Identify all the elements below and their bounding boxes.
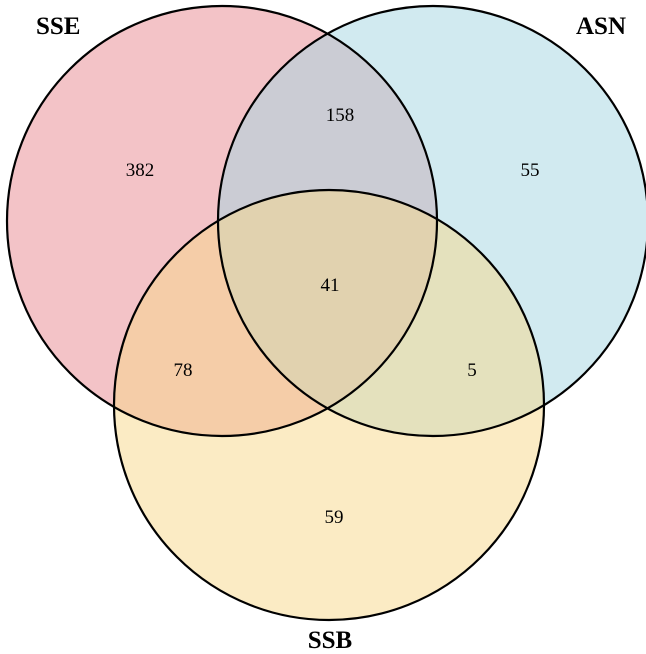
region-sse-asn-count: 158: [326, 105, 355, 126]
ssb-set-outline: [112, 188, 546, 622]
region-asn-only-count: 55: [521, 160, 540, 181]
ssb-set-label: SSB: [308, 627, 352, 654]
region-sse-only-count: 382: [126, 160, 155, 181]
region-sse-ssb-count: 78: [174, 360, 193, 381]
sse-set-label: SSE: [36, 13, 80, 40]
region-ssb-only-count: 59: [325, 507, 344, 528]
asn-set-label: ASN: [576, 13, 626, 40]
sse-set-outline: [5, 4, 439, 438]
region-all-three-count: 41: [321, 275, 340, 296]
region-asn-ssb-count: 5: [467, 360, 477, 381]
ssb-set-fill: [114, 190, 544, 620]
